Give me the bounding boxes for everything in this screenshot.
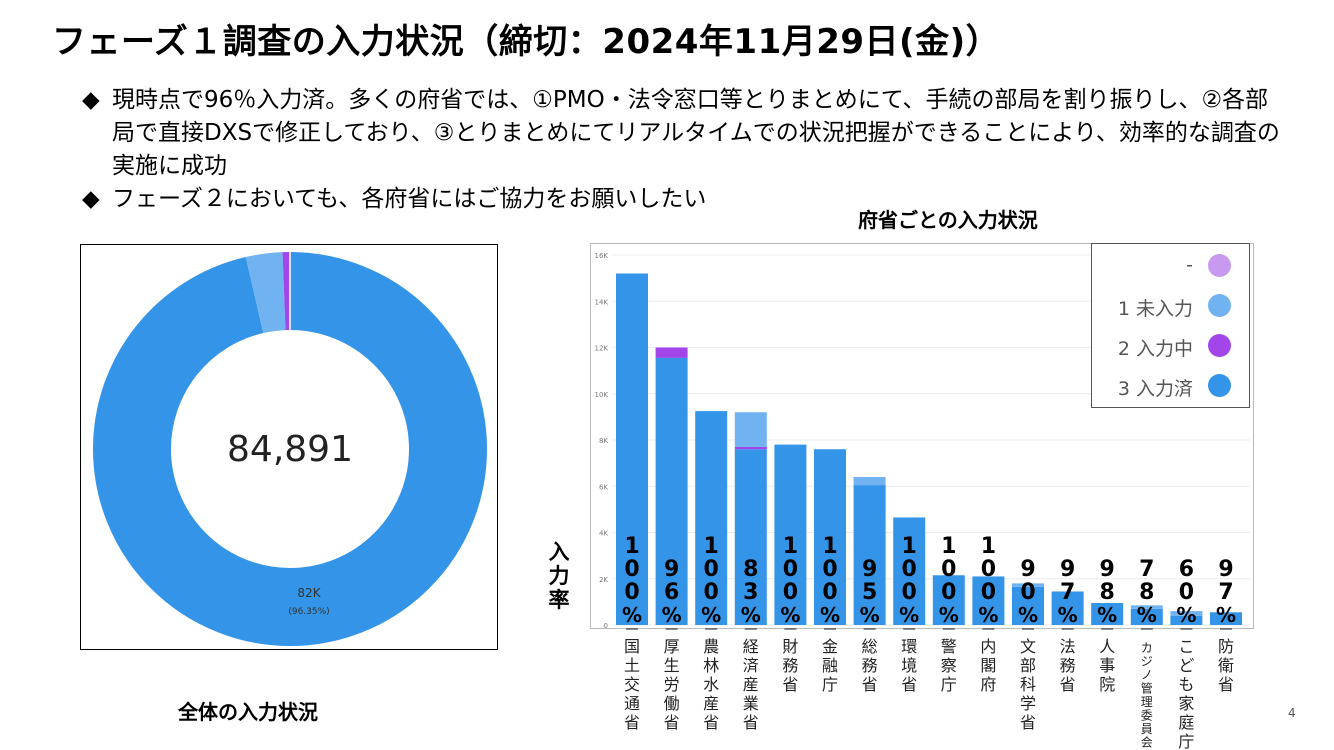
x-tick-label: 省 <box>1020 713 1036 732</box>
x-tick-label: 業 <box>743 694 759 713</box>
x-tick-label: 委 <box>1141 709 1153 723</box>
x-tick-label: 融 <box>822 656 838 675</box>
x-tick-label: 務 <box>1060 656 1076 675</box>
x-tick-label: 家 <box>1178 694 1194 713</box>
legend-swatch <box>1208 254 1231 277</box>
legend-label: - <box>1186 254 1193 276</box>
legend-label: 1 未入力 <box>1117 298 1193 320</box>
x-tick-label: 交 <box>624 675 640 694</box>
legend-swatch <box>1208 334 1231 357</box>
legend-swatch <box>1208 374 1231 397</box>
x-tick-label: 察 <box>941 656 957 675</box>
x-tick-label: 会 <box>1141 736 1153 750</box>
x-tick-label: 財 <box>782 637 798 656</box>
x-tick-label: 警 <box>941 637 957 656</box>
x-tick-label: 金 <box>822 637 838 656</box>
x-tick-label: 土 <box>624 656 640 675</box>
bar-chart-title: 府省ごとの入力状況 <box>858 208 1038 232</box>
bullet-item: ◆ フェーズ２においても、各府省にはご協力をお願いしたい <box>82 183 1282 216</box>
x-tick-label: 林 <box>703 656 719 675</box>
donut-chart: 84,891 82K (96.35%) <box>93 252 487 646</box>
x-tick-label: 済 <box>743 656 759 675</box>
x-tick-label: こ <box>1178 637 1194 656</box>
diamond-icon: ◆ <box>82 186 100 212</box>
legend-label: 2 入力中 <box>1117 338 1193 360</box>
x-tick-label: 科 <box>1020 675 1036 694</box>
x-tick-label: 文 <box>1020 637 1036 656</box>
x-tick-label: 管 <box>1141 681 1153 696</box>
x-tick-label: 内 <box>980 637 996 656</box>
legend-swatch <box>1208 294 1231 317</box>
x-tick-label: 学 <box>1020 694 1036 713</box>
page-number: 4 <box>1288 706 1296 720</box>
legend-item: 2 入力中 <box>1092 328 1249 368</box>
x-tick-label: ノ <box>1141 668 1153 682</box>
x-tick-label: 厚 <box>664 637 680 656</box>
slide-title: フェーズ１調査の入力状況（締切：2024年11月29日(金)） <box>52 22 1001 62</box>
x-tick-label: 院 <box>1099 675 1115 694</box>
x-tick-label: 理 <box>1141 695 1153 709</box>
x-tick-label: 務 <box>862 656 878 675</box>
x-tick-label: 省 <box>1060 675 1076 694</box>
y-axis-label: 入力率 <box>548 540 570 612</box>
x-tick-label: 総 <box>862 637 878 656</box>
x-tick-label: 生 <box>664 656 680 675</box>
legend-label: 3 入力済 <box>1117 378 1193 400</box>
x-tick-label: 省 <box>1218 675 1234 694</box>
legend-item: 3 入力済 <box>1092 368 1249 408</box>
x-tick-label: 庁 <box>941 675 957 694</box>
donut-slice-pct: (96.35%) <box>288 607 329 617</box>
x-tick-label: 働 <box>664 694 680 713</box>
donut-caption: 全体の入力状況 <box>178 700 318 724</box>
bullet-item: ◆ 現時点で96％入力済。多くの府省では、①PMO・法令窓口等とりまとめにて、手… <box>82 84 1282 183</box>
x-tick-label: 農 <box>703 637 719 656</box>
x-tick-label: 員 <box>1141 722 1153 736</box>
x-tick-label: 防 <box>1218 637 1234 656</box>
x-tick-label: 経 <box>743 637 759 656</box>
bullet-text: 現時点で96％入力済。多くの府省では、①PMO・法令窓口等とりまとめにて、手続の… <box>112 87 1280 179</box>
x-tick-label: 事 <box>1099 656 1115 675</box>
x-tick-label: 環 <box>901 637 917 656</box>
x-tick-label: 省 <box>782 675 798 694</box>
x-tick-label: 部 <box>1020 656 1036 675</box>
bullet-text: フェーズ２においても、各府省にはご協力をお願いしたい <box>112 186 707 212</box>
x-tick-label: 通 <box>624 694 640 713</box>
x-tick-label: 産 <box>703 694 719 713</box>
x-tick-label: 省 <box>862 675 878 694</box>
legend-item: - <box>1092 248 1249 288</box>
legend-item: 1 未入力 <box>1092 288 1249 328</box>
bar-chart-panel <box>590 243 1254 629</box>
chart-legend: - 1 未入力 2 入力中 3 入力済 <box>1091 243 1250 408</box>
x-tick-label: 労 <box>664 675 680 694</box>
x-tick-label: ど <box>1178 656 1194 675</box>
x-tick-label: 省 <box>624 713 640 732</box>
x-tick-label: カ <box>1141 641 1153 655</box>
x-tick-label: 省 <box>743 713 759 732</box>
x-tick-label: 水 <box>703 675 719 694</box>
x-tick-label: 庁 <box>822 675 838 694</box>
diamond-icon: ◆ <box>82 87 100 113</box>
x-tick-label: 省 <box>703 713 719 732</box>
x-tick-label: 庭 <box>1178 713 1194 732</box>
bullet-list: ◆ 現時点で96％入力済。多くの府省では、①PMO・法令窓口等とりまとめにて、手… <box>82 84 1282 216</box>
x-tick-label: 人 <box>1099 637 1115 656</box>
donut-center-value: 84,891 <box>227 429 353 470</box>
x-tick-label: 省 <box>901 675 917 694</box>
donut-chart-panel: 84,891 82K (96.35%) <box>80 244 498 650</box>
x-tick-label: 閣 <box>980 656 996 675</box>
x-tick-label: 省 <box>664 713 680 732</box>
x-tick-label: 産 <box>743 675 759 694</box>
x-tick-label: ジ <box>1141 655 1153 669</box>
x-tick-label: 庁 <box>1178 732 1194 750</box>
x-tick-label: 府 <box>980 675 996 694</box>
x-tick-label: 国 <box>624 637 640 656</box>
donut-slice-label: 82K <box>297 586 321 600</box>
x-tick-label: 衛 <box>1218 656 1234 675</box>
x-tick-label: 境 <box>901 656 917 675</box>
x-tick-label: 務 <box>782 656 798 675</box>
x-tick-label: 法 <box>1060 637 1076 656</box>
x-tick-label: も <box>1178 675 1194 694</box>
